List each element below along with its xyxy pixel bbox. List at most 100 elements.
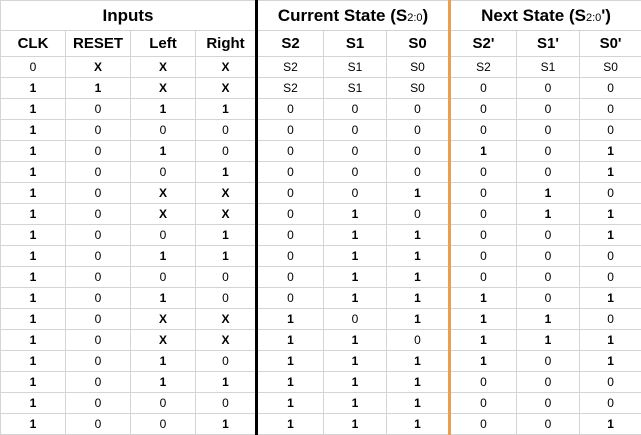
cell-s1: 0 (324, 141, 387, 162)
cell-s2: 0 (257, 225, 324, 246)
cell-reset: 0 (66, 99, 131, 120)
cell-s2-prime: 1 (450, 330, 517, 351)
cell-s1: 1 (324, 330, 387, 351)
cell-s0: 1 (387, 351, 450, 372)
cell-s2: 0 (257, 204, 324, 225)
cell-s1-prime: 0 (517, 162, 580, 183)
cell-s2: 0 (257, 183, 324, 204)
column-header-right: Right (196, 31, 257, 57)
cell-s0-prime: 0 (580, 78, 641, 99)
cell-s2-prime: 0 (450, 246, 517, 267)
cell-right: 0 (196, 351, 257, 372)
cell-clk: 1 (1, 309, 66, 330)
cell-s0: 1 (387, 225, 450, 246)
cell-s2: 0 (257, 99, 324, 120)
cell-reset: 0 (66, 288, 131, 309)
cell-s0-prime: 1 (580, 414, 641, 435)
cell-s0-prime: 0 (580, 183, 641, 204)
cell-s2-prime: 1 (450, 288, 517, 309)
cell-reset: 0 (66, 162, 131, 183)
cell-s1: 0 (324, 120, 387, 141)
cell-right: X (196, 204, 257, 225)
cell-s2: 1 (257, 330, 324, 351)
cell-clk: 1 (1, 246, 66, 267)
cell-s0: 1 (387, 414, 450, 435)
cell-s1: 0 (324, 183, 387, 204)
cell-s0-prime: S0 (580, 57, 641, 78)
cell-s1-prime: 0 (517, 288, 580, 309)
cell-s2-prime: 0 (450, 99, 517, 120)
cell-s2-prime: 0 (450, 393, 517, 414)
cell-s2-prime: S2 (450, 57, 517, 78)
cell-s1: 1 (324, 204, 387, 225)
cell-s0-prime: 1 (580, 204, 641, 225)
cell-left: X (131, 78, 196, 99)
column-header-s2-prime: S2' (450, 31, 517, 57)
current-state-close: ) (423, 6, 429, 25)
cell-right: X (196, 183, 257, 204)
cell-right: X (196, 57, 257, 78)
cell-left: X (131, 183, 196, 204)
cell-s1-prime: 0 (517, 393, 580, 414)
cell-s2: 0 (257, 141, 324, 162)
cell-left: 0 (131, 162, 196, 183)
cell-s2: S2 (257, 78, 324, 99)
cell-s1: 0 (324, 99, 387, 120)
cell-s1: 1 (324, 351, 387, 372)
cell-s1-prime: 0 (517, 414, 580, 435)
cell-s2-prime: 0 (450, 225, 517, 246)
cell-s1-prime: 0 (517, 225, 580, 246)
cell-s2: S2 (257, 57, 324, 78)
cell-reset: X (66, 57, 131, 78)
cell-s0: 1 (387, 183, 450, 204)
column-header-reset: RESET (66, 31, 131, 57)
column-header-s1: S1 (324, 31, 387, 57)
cell-clk: 1 (1, 330, 66, 351)
cell-left: X (131, 330, 196, 351)
cell-s0-prime: 1 (580, 162, 641, 183)
cell-clk: 1 (1, 120, 66, 141)
cell-s1: S1 (324, 57, 387, 78)
cell-reset: 0 (66, 225, 131, 246)
cell-right: X (196, 309, 257, 330)
cell-s2-prime: 0 (450, 162, 517, 183)
cell-s1-prime: 0 (517, 246, 580, 267)
cell-s1-prime: 0 (517, 78, 580, 99)
cell-s0: 0 (387, 162, 450, 183)
cell-reset: 1 (66, 78, 131, 99)
cell-left: 1 (131, 351, 196, 372)
cell-s1-prime: 0 (517, 141, 580, 162)
cell-s0: 0 (387, 204, 450, 225)
cell-s2-prime: 1 (450, 141, 517, 162)
column-header-s0-prime: S0' (580, 31, 641, 57)
cell-right: X (196, 78, 257, 99)
cell-left: X (131, 57, 196, 78)
cell-s0-prime: 0 (580, 99, 641, 120)
cell-s2: 0 (257, 288, 324, 309)
cell-s1: 0 (324, 309, 387, 330)
cell-reset: 0 (66, 120, 131, 141)
cell-clk: 1 (1, 78, 66, 99)
cell-clk: 1 (1, 204, 66, 225)
cell-right: 1 (196, 372, 257, 393)
cell-s0: S0 (387, 57, 450, 78)
cell-s0: 1 (387, 288, 450, 309)
cell-left: 1 (131, 141, 196, 162)
cell-s0: 1 (387, 246, 450, 267)
cell-s1-prime: 0 (517, 120, 580, 141)
cell-s2: 1 (257, 372, 324, 393)
cell-clk: 1 (1, 288, 66, 309)
cell-s0: 1 (387, 267, 450, 288)
cell-right: 1 (196, 99, 257, 120)
